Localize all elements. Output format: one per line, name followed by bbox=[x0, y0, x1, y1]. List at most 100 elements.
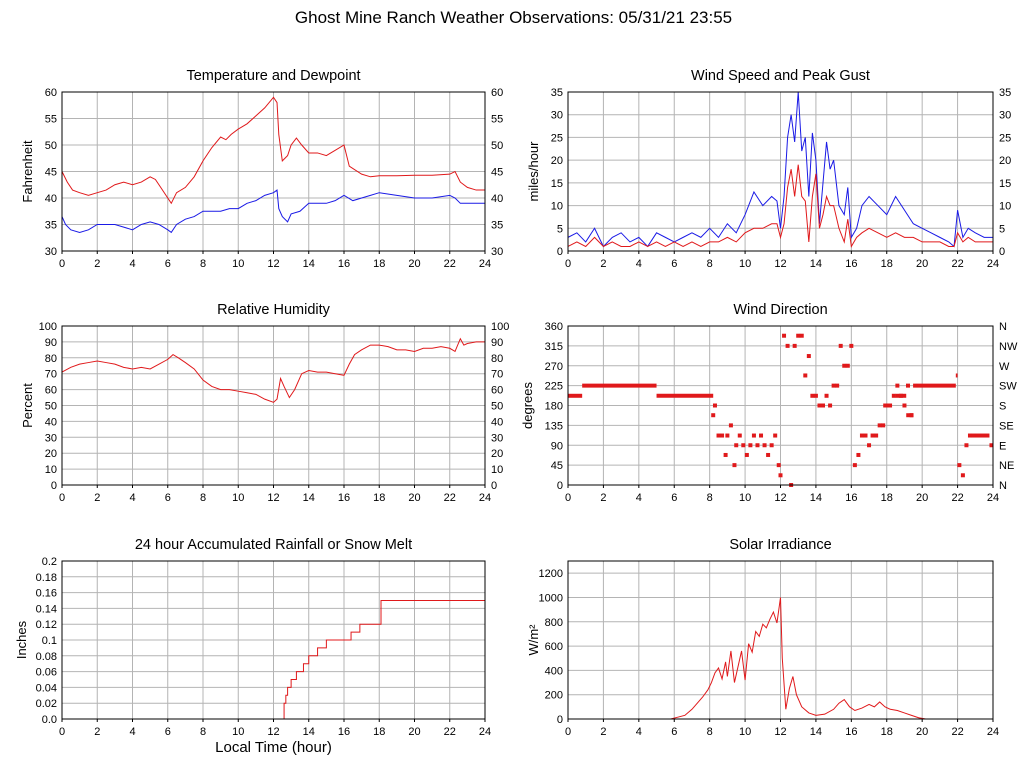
y-tick-label: 30 bbox=[551, 110, 563, 122]
x-tick-label: 24 bbox=[987, 726, 999, 738]
y-tick-label: 30 bbox=[45, 246, 57, 258]
temperature-series-1 bbox=[61, 189, 485, 234]
wind-direction-point bbox=[803, 373, 808, 378]
x-tick-label: 10 bbox=[739, 726, 751, 738]
y-tick-label-right: 0 bbox=[491, 480, 497, 492]
wind-direction-point bbox=[744, 452, 749, 457]
x-tick-label: 18 bbox=[373, 258, 385, 270]
wind-direction-point bbox=[792, 343, 797, 348]
wind-direction-point bbox=[720, 433, 725, 438]
y-tick-label: 1000 bbox=[539, 592, 563, 604]
x-tick-label: 8 bbox=[707, 726, 713, 738]
wind-direction-point bbox=[895, 383, 900, 388]
y-tick-label: 20 bbox=[551, 155, 563, 167]
wind-direction-point bbox=[902, 403, 907, 408]
x-tick-label: 0 bbox=[59, 726, 65, 738]
y-tick-label: 0 bbox=[557, 714, 563, 726]
x-tick-label: 12 bbox=[774, 726, 786, 738]
x-tick-label: 22 bbox=[951, 726, 963, 738]
y-tick-label: 70 bbox=[45, 369, 57, 381]
wind-direction-point bbox=[967, 433, 972, 438]
y-tick-label: 0.06 bbox=[36, 667, 57, 679]
y-tick-label: 60 bbox=[45, 87, 57, 99]
compass-label: W bbox=[999, 361, 1010, 373]
y-tick-label: 315 bbox=[545, 341, 563, 353]
wind-direction-point bbox=[734, 443, 739, 448]
solar-grid bbox=[568, 561, 993, 719]
compass-label: S bbox=[999, 401, 1006, 413]
wind-direction-point bbox=[748, 443, 753, 448]
wind-direction-point bbox=[755, 443, 760, 448]
wind-direction-point bbox=[725, 433, 730, 438]
wind-direction-point bbox=[891, 393, 896, 398]
x-tick-label: 14 bbox=[810, 492, 822, 504]
x-tick-label: 20 bbox=[408, 258, 420, 270]
x-tick-label: 24 bbox=[479, 726, 491, 738]
wind-direction-point bbox=[821, 403, 825, 408]
x-tick-label: 20 bbox=[916, 726, 928, 738]
x-tick-label: 20 bbox=[916, 492, 928, 504]
x-tick-label: 2 bbox=[94, 258, 100, 270]
x-tick-label: 6 bbox=[165, 726, 171, 738]
wind-direction-point bbox=[842, 363, 847, 368]
y-tick-label: 50 bbox=[45, 140, 57, 152]
wind-direction-point bbox=[723, 452, 728, 457]
y-tick-label-right: 10 bbox=[491, 464, 503, 476]
wind-direction-point bbox=[762, 443, 767, 448]
x-tick-label: 6 bbox=[165, 258, 171, 270]
wind-direction-point bbox=[737, 433, 742, 438]
x-tick-label: 8 bbox=[200, 726, 206, 738]
y-tick-label: 0.02 bbox=[36, 698, 57, 710]
y-tick-label-right: 50 bbox=[491, 401, 503, 413]
y-tick-label: 0.2 bbox=[42, 556, 57, 568]
x-tick-label: 4 bbox=[636, 726, 642, 738]
wind-direction-point bbox=[849, 343, 854, 348]
x-tick-label: 18 bbox=[373, 726, 385, 738]
x-tick-label: 12 bbox=[267, 726, 279, 738]
x-tick-label: 4 bbox=[129, 492, 135, 504]
x-tick-label: 20 bbox=[408, 492, 420, 504]
x-tick-label: 10 bbox=[739, 492, 751, 504]
x-tick-label: 24 bbox=[987, 258, 999, 270]
x-tick-label: 6 bbox=[671, 726, 677, 738]
humidity-series-0 bbox=[61, 337, 485, 403]
wind-direction-point bbox=[732, 463, 737, 468]
y-tick-label: 15 bbox=[551, 178, 563, 190]
wind-direction-points bbox=[568, 333, 993, 487]
y-tick-label: 45 bbox=[551, 460, 563, 472]
y-tick-label: 30 bbox=[45, 432, 57, 444]
y-tick-label-right: 40 bbox=[491, 416, 503, 428]
y-tick-label-right: 15 bbox=[999, 178, 1011, 190]
wind-direction-point bbox=[806, 354, 811, 359]
temperature-grid bbox=[62, 92, 485, 251]
y-tick-label-right: 60 bbox=[491, 87, 503, 99]
solar-title: Solar Irradiance bbox=[729, 537, 831, 553]
x-tick-label: 10 bbox=[232, 726, 244, 738]
x-tick-label: 0 bbox=[565, 726, 571, 738]
x-tick-label: 24 bbox=[987, 492, 999, 504]
y-tick-label: 100 bbox=[39, 321, 57, 333]
x-tick-label: 4 bbox=[129, 726, 135, 738]
x-tick-label: 16 bbox=[845, 258, 857, 270]
wind-speed-ylabel: miles/hour bbox=[526, 141, 541, 202]
y-tick-label: 35 bbox=[45, 220, 57, 232]
compass-label: N bbox=[999, 321, 1007, 333]
wind-speed-series-0 bbox=[567, 91, 993, 248]
temperature-series-0 bbox=[61, 96, 485, 205]
x-tick-label: 22 bbox=[951, 492, 963, 504]
wind-direction-point bbox=[909, 413, 914, 418]
wind-direction-point bbox=[773, 433, 778, 438]
x-tick-label: 6 bbox=[165, 492, 171, 504]
wind-direction-point bbox=[845, 363, 850, 368]
y-tick-label-right: 20 bbox=[999, 155, 1011, 167]
x-tick-label: 6 bbox=[671, 258, 677, 270]
x-tick-label: 12 bbox=[267, 258, 279, 270]
temperature-title: Temperature and Dewpoint bbox=[186, 68, 360, 84]
rainfall-grid bbox=[62, 561, 485, 719]
x-tick-label: 0 bbox=[59, 258, 65, 270]
